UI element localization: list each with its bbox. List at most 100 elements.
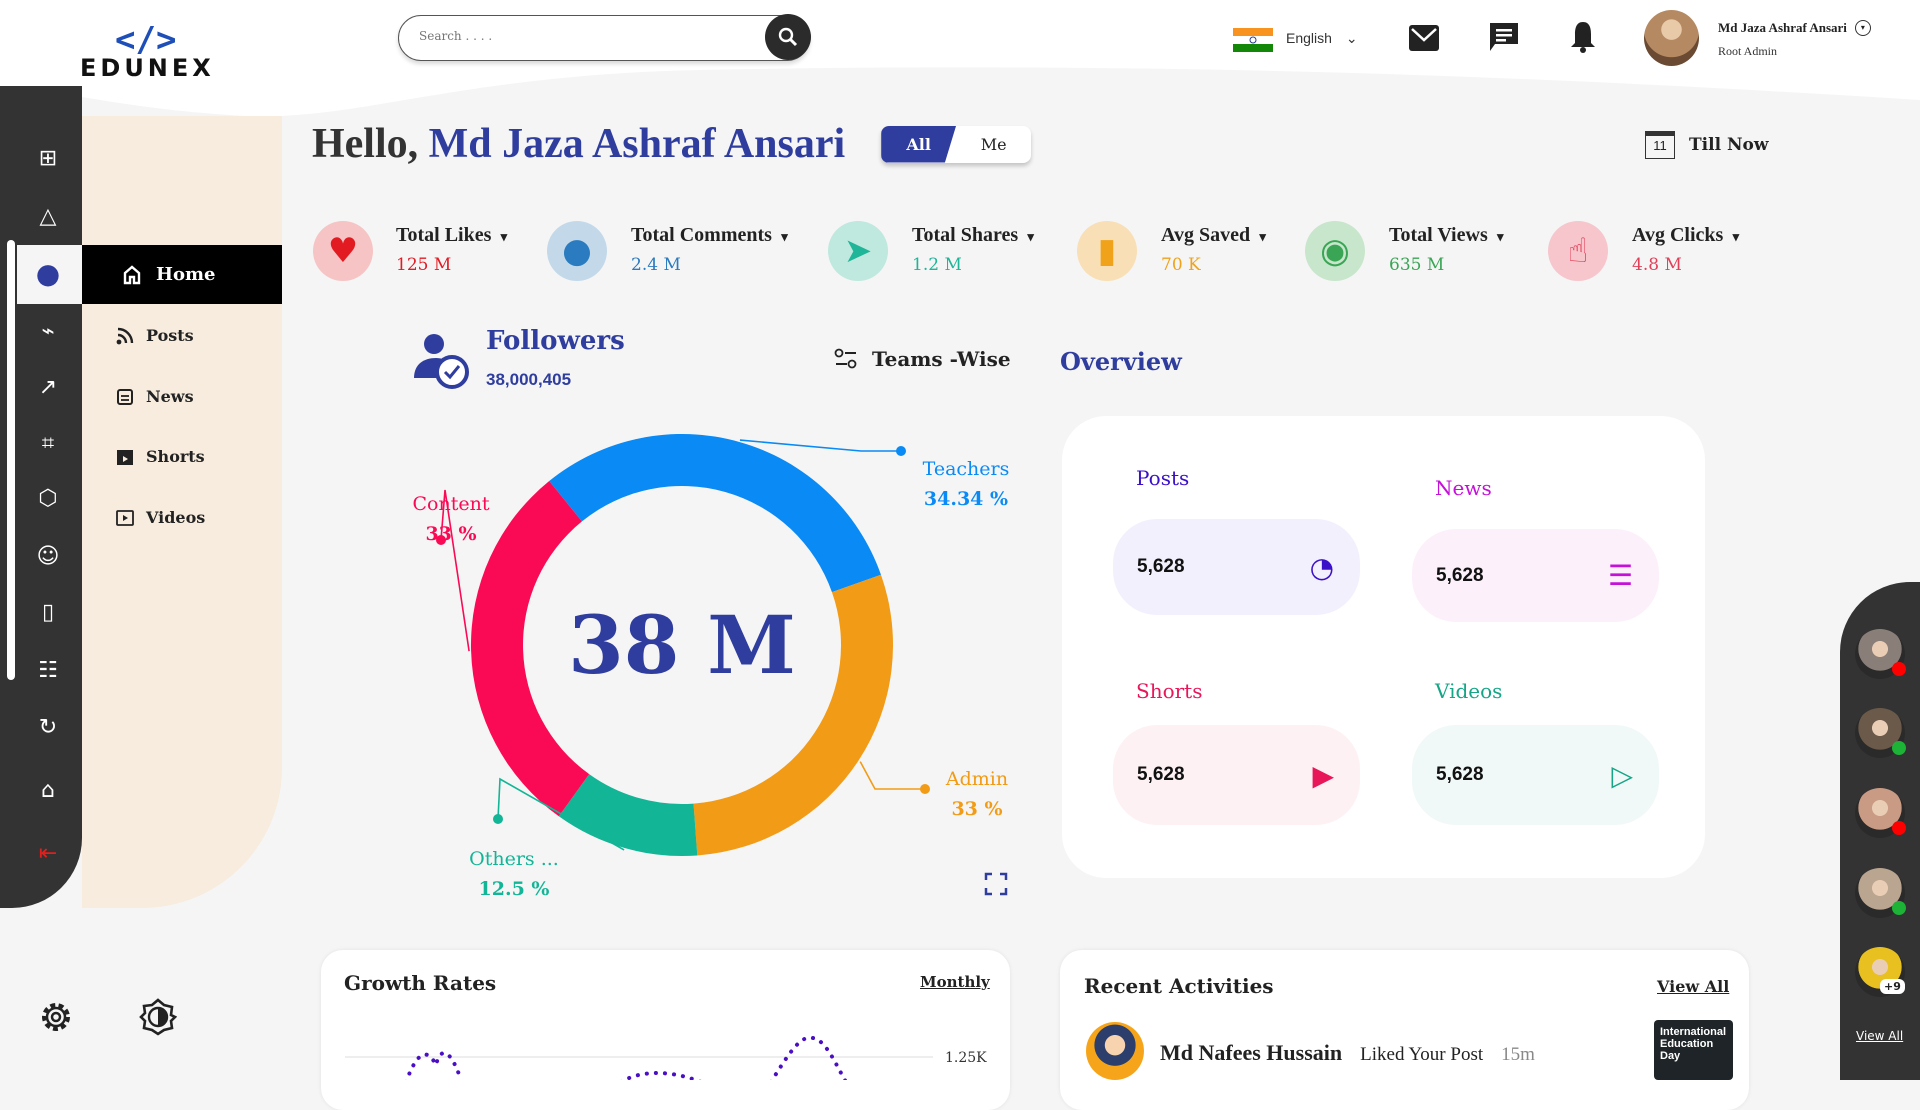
date-filter-label: Till Now [1689, 135, 1769, 155]
leader-dot [896, 446, 906, 456]
bookmark-icon: ▮ [1077, 221, 1137, 281]
search-bar [398, 14, 811, 61]
stat-label-dropdown[interactable]: Total Comments [631, 224, 788, 247]
sidebar-active-indicator [17, 245, 82, 304]
sidebar-scrollbar[interactable] [7, 240, 15, 680]
stat-label-dropdown[interactable]: Avg Clicks [1632, 224, 1739, 247]
chat-icon[interactable] [1489, 22, 1519, 52]
growth-period-selector[interactable]: Monthly [920, 973, 990, 991]
rss-icon: ◔ [1309, 550, 1334, 584]
user-avatar[interactable] [1644, 10, 1699, 66]
followers-count: 38,000,405 [486, 370, 572, 389]
menu-item-label: Posts [146, 326, 194, 345]
shapes-icon[interactable]: △ [39, 203, 57, 229]
logo-text: EDUNEX [80, 54, 215, 82]
search-button[interactable] [765, 14, 811, 60]
user-menu-chevron-icon[interactable]: ▾ [1854, 20, 1871, 36]
menu-item-posts[interactable]: Posts [116, 326, 194, 345]
more-users-badge[interactable]: +9 [1880, 979, 1905, 994]
greeting: Hello, Md Jaza Ashraf Ansari [312, 120, 845, 168]
team-icon[interactable]: ☷ [38, 657, 58, 683]
activity-action: Liked Your Post [1360, 1044, 1484, 1065]
alarm-add-icon[interactable]: ⌂ [41, 777, 55, 803]
india-flag-icon [1233, 28, 1273, 52]
leader-line [859, 761, 925, 790]
stat-label-dropdown[interactable]: Total Likes [396, 224, 507, 247]
settings-icon[interactable] [38, 999, 74, 1035]
clapper-icon: ▶ [1312, 758, 1334, 792]
leader-dot [436, 535, 446, 545]
news-icon: ☰ [1607, 559, 1633, 592]
hexagon-settings-icon[interactable]: ⬡ [38, 485, 58, 511]
stat-label-dropdown[interactable]: Total Views [1389, 224, 1504, 247]
overview-value: 5,628 [1137, 764, 1185, 785]
donut-segment-content[interactable] [471, 481, 590, 817]
search-input[interactable] [419, 29, 739, 43]
megaphone-icon[interactable]: ⌗ [41, 430, 55, 456]
menu-item-news[interactable]: News [116, 387, 194, 406]
donut-value-label: 12.5 % [479, 878, 550, 900]
overview-title: Overview [1060, 347, 1182, 376]
stat-label-dropdown[interactable]: Avg Saved [1161, 224, 1266, 247]
user-name-row[interactable]: Md Jaza Ashraf Ansari ▾ [1718, 20, 1871, 36]
user-key-icon[interactable]: ☺ [36, 543, 60, 569]
stat-value: 2.4 M [631, 255, 681, 275]
overview-item-posts[interactable]: 5,628 ◔ [1113, 519, 1360, 615]
mail-icon[interactable] [1409, 25, 1439, 51]
activity-item: Md Nafees Hussain Liked Your Post 15m [1160, 1040, 1535, 1066]
activity-user-name[interactable]: Md Nafees Hussain [1160, 1040, 1343, 1065]
theme-toggle-icon[interactable] [139, 998, 177, 1036]
overview-label: Shorts [1136, 679, 1203, 703]
user-role: Root Admin [1718, 44, 1778, 58]
view-all-activities-link[interactable]: View All [1657, 977, 1730, 996]
stat-label-dropdown[interactable]: Total Shares [912, 224, 1034, 247]
status-busy-indicator [1892, 662, 1906, 676]
clapper-icon [117, 449, 133, 465]
menu-item-label: News [146, 387, 194, 406]
teams-wise-label: Teams -Wise [872, 347, 1011, 371]
overview-item-news[interactable]: 5,628 ☰ [1412, 529, 1659, 622]
overview-label: Posts [1136, 466, 1190, 490]
date-filter[interactable]: 11 Till Now [1645, 131, 1768, 159]
tablet-icon[interactable]: ▯ [41, 599, 55, 625]
view-all-users-link[interactable]: View All [1856, 1029, 1904, 1043]
logout-icon[interactable]: ⇤ [38, 840, 58, 866]
activity-user-avatar[interactable] [1086, 1022, 1144, 1080]
recent-activities-title: Recent Activities [1084, 974, 1274, 998]
analytics-icon[interactable]: ↗ [38, 374, 58, 400]
menu-item-shorts[interactable]: Shorts [116, 447, 205, 466]
menu-item-home[interactable]: Home [82, 245, 282, 304]
activity-post-thumbnail[interactable]: International Education Day [1654, 1020, 1733, 1080]
home-icon [123, 264, 141, 284]
cart-icon[interactable]: ⌁ [41, 318, 55, 344]
dashboard-icon[interactable]: ⊞ [38, 145, 58, 171]
donut-value-label: 33 % [425, 523, 476, 545]
overview-item-shorts[interactable]: 5,628 ▶ [1113, 725, 1360, 825]
search-icon [778, 27, 798, 47]
play-icon [116, 509, 134, 526]
expand-icon[interactable] [984, 872, 1008, 896]
menu-item-videos[interactable]: Videos [116, 508, 205, 527]
toggle-all[interactable]: All [881, 125, 957, 163]
stat-value: 125 M [396, 255, 452, 275]
chevron-down-icon: ⌄ [1345, 30, 1358, 46]
leader-dot [493, 814, 503, 824]
globe-icon[interactable]: ● [35, 256, 61, 290]
donut-category-label: Content [413, 493, 490, 515]
teams-wise-filter[interactable]: Teams -Wise [834, 347, 1011, 371]
toggle-me[interactable]: Me [980, 134, 1007, 154]
donut-segment-admin[interactable] [693, 574, 893, 856]
rss-icon [116, 327, 134, 344]
followers-title: Followers [486, 326, 625, 356]
overview-item-videos[interactable]: 5,628 ▷ [1412, 725, 1659, 825]
donut-category-label: Teachers [923, 458, 1010, 480]
bell-icon[interactable] [1570, 20, 1596, 54]
greeting-name: Md Jaza Ashraf Ansari [428, 121, 846, 167]
comment-icon: ● [547, 221, 607, 281]
donut-segment-teachers[interactable] [549, 434, 881, 593]
donut-value-label: 34.34 % [924, 488, 1008, 510]
language-selector[interactable]: English ⌄ [1286, 30, 1358, 47]
donut-segment-others[interactable] [558, 774, 698, 856]
support-24-7-icon[interactable]: ↻ [38, 714, 58, 740]
followers-icon [414, 334, 469, 389]
